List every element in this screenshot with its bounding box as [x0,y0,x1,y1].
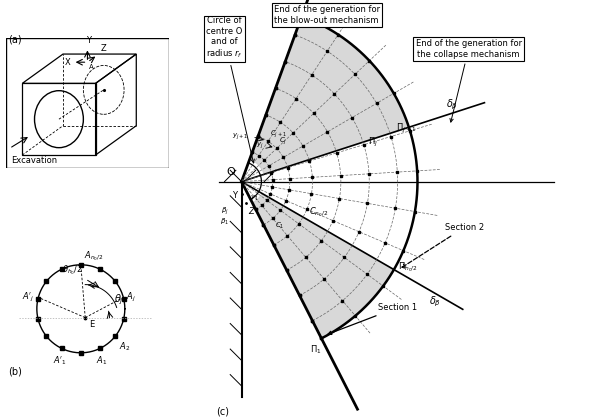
Text: Section 1: Section 1 [328,303,417,334]
Text: $\theta_j$: $\theta_j$ [114,293,124,307]
Text: (c): (c) [216,406,229,416]
Text: $C_1$: $C_1$ [275,221,285,231]
Text: E: E [89,320,94,329]
Text: $y_1$: $y_1$ [250,193,259,202]
Text: $\delta_\beta$: $\delta_\beta$ [446,97,458,112]
Text: $A_2$: $A_2$ [119,341,130,353]
Text: Y: Y [232,192,237,200]
Text: $C_j$: $C_j$ [279,136,287,147]
Text: Section 2: Section 2 [402,223,484,268]
Text: $\Pi_{j+1}$: $\Pi_{j+1}$ [396,122,416,135]
Text: $A'_1$: $A'_1$ [53,354,67,367]
Text: (a): (a) [8,35,21,45]
Text: (b): (b) [8,367,22,377]
Text: $C_{j+1}$: $C_{j+1}$ [270,129,287,140]
Text: O: O [226,167,235,177]
Polygon shape [250,16,409,174]
Text: $y_{j+1}$: $y_{j+1}$ [232,131,248,142]
Text: $\Pi_j$: $\Pi_j$ [368,136,377,150]
Text: $Z$: $Z$ [248,205,256,216]
Text: Circle of
centre O
and of
radius $r_f$: Circle of centre O and of radius $r_f$ [206,16,254,163]
Polygon shape [253,194,394,339]
Text: $\theta_{h_0}/2$: $\theta_{h_0}/2$ [62,264,83,277]
Text: $\beta_1$: $\beta_1$ [220,217,229,227]
Text: $A_{n_0/2}$: $A_{n_0/2}$ [84,249,104,262]
Text: $\Pi_1$: $\Pi_1$ [310,344,321,356]
Text: X: X [65,58,71,67]
Text: $\Pi_{n_0/2}$: $\Pi_{n_0/2}$ [399,260,418,274]
Text: $A'_j$: $A'_j$ [22,291,35,304]
Text: A: A [89,64,94,70]
Text: Y: Y [86,36,90,45]
Text: End of the generation for
the blow-out mechanism: End of the generation for the blow-out m… [274,5,380,25]
Text: $C_{n_0/2}$: $C_{n_0/2}$ [309,205,328,219]
Text: $A_1$: $A_1$ [96,354,107,367]
Text: $\delta_\beta$: $\delta_\beta$ [429,294,441,309]
Text: Excavation: Excavation [11,156,57,165]
Text: End of the generation for
the collapse mechanism: End of the generation for the collapse m… [415,39,522,122]
Text: $\beta_j$: $\beta_j$ [221,205,229,217]
Text: $A_j$: $A_j$ [126,291,136,304]
Text: Z: Z [100,44,106,53]
Text: $y_j$: $y_j$ [256,140,264,151]
